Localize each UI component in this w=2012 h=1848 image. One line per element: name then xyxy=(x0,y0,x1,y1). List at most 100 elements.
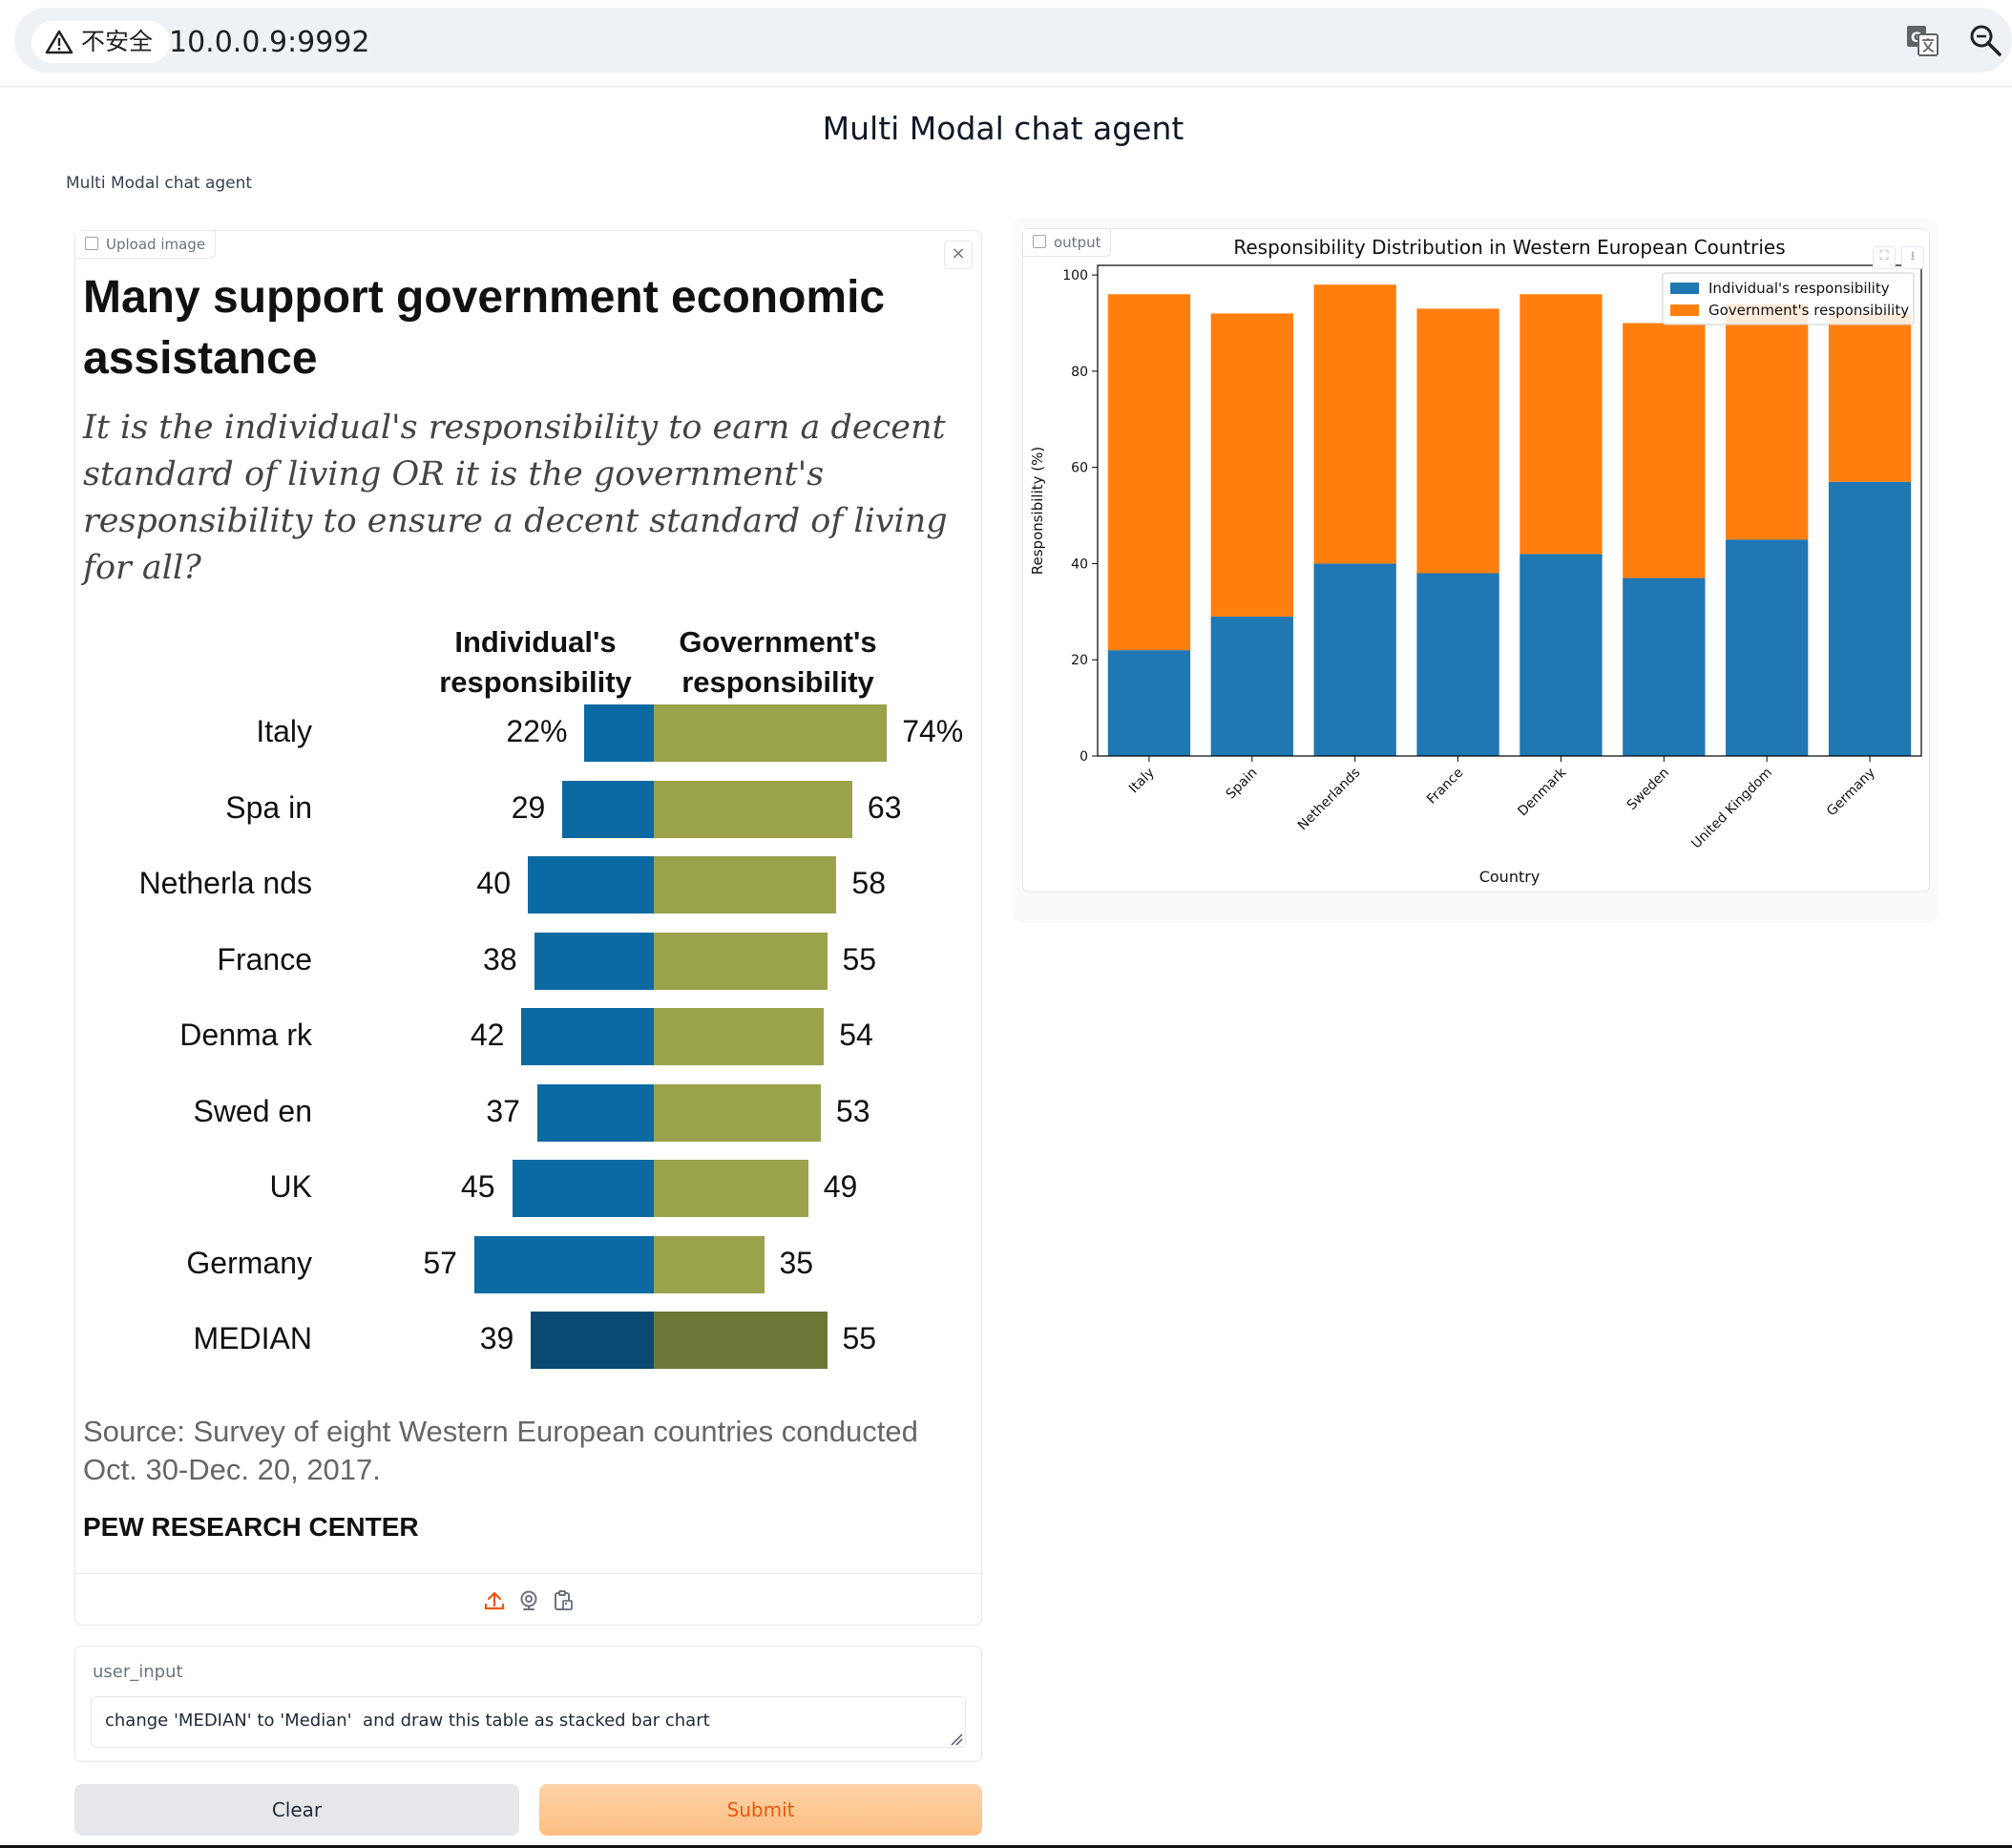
image-government-bar xyxy=(654,932,828,990)
svg-text:G: G xyxy=(1911,31,1922,46)
bar-government xyxy=(1416,308,1499,574)
image-question: It is the individual's responsibility to… xyxy=(83,409,948,587)
bottom-border xyxy=(0,1845,2012,1848)
security-indicator[interactable]: 不安全 xyxy=(31,21,171,63)
image-government-value: 55 xyxy=(842,941,877,976)
x-tick-label: Sweden xyxy=(1624,766,1672,813)
bar-individual xyxy=(1726,539,1809,756)
bar-individual xyxy=(1107,650,1191,756)
image-individual-value: 22% xyxy=(506,714,568,748)
x-axis-label: Country xyxy=(1479,868,1540,886)
output-card: Responsibility Distribution in Western E… xyxy=(1022,228,1930,892)
image-upload-block: Many support government economic assista… xyxy=(74,230,982,1626)
translate-icon[interactable]: G xyxy=(1905,23,1939,57)
webcam-icon[interactable] xyxy=(517,1589,540,1612)
legend-label: Government's responsibility xyxy=(1708,302,1909,319)
zoom-icon[interactable] xyxy=(1968,23,2002,57)
output-label: output xyxy=(1023,229,1112,257)
output-block: Responsibility Distribution in Western E… xyxy=(1013,219,1938,923)
y-tick-label: 40 xyxy=(1071,556,1088,572)
image-individual-value: 57 xyxy=(423,1245,457,1280)
image-individual-bar xyxy=(584,704,654,762)
legend-swatch xyxy=(1670,304,1699,316)
x-tick-label: United Kingdom xyxy=(1688,766,1775,852)
legend-swatch xyxy=(1670,283,1699,294)
close-icon[interactable]: × xyxy=(944,241,973,269)
image-country-label: Germany xyxy=(186,1245,312,1280)
fullscreen-icon[interactable]: ⛶ xyxy=(1873,246,1896,269)
image-individual-bar xyxy=(528,856,654,914)
image-icon xyxy=(1033,235,1046,248)
bar-individual xyxy=(1519,554,1603,756)
y-tick-label: 0 xyxy=(1079,749,1088,765)
image-country-label: Swed en xyxy=(193,1093,312,1128)
uploaded-image: Many support government economic assista… xyxy=(77,260,979,1558)
image-title: Many support government economic assista… xyxy=(83,272,886,384)
image-country-label: Italy xyxy=(256,714,312,748)
y-axis-label: Responsibility (%) xyxy=(1029,447,1046,576)
x-tick-label: Netherlands xyxy=(1295,766,1364,834)
browser-toolbar: 不安全 10.0.0.9:9992 G xyxy=(0,0,2012,87)
y-tick-label: 80 xyxy=(1071,365,1088,380)
image-individual-value: 38 xyxy=(483,941,517,976)
bar-individual xyxy=(1623,578,1706,756)
image-source: Source: Survey of eight Western European… xyxy=(83,1415,918,1486)
bar-government xyxy=(1107,294,1191,651)
column-header-individual: Individual's responsibility xyxy=(439,625,632,699)
image-individual-bar xyxy=(531,1312,654,1369)
user-input-field[interactable] xyxy=(91,1696,966,1748)
bar-government xyxy=(1726,304,1809,540)
x-tick-label: Spain xyxy=(1224,766,1261,803)
image-individual-value: 45 xyxy=(460,1169,495,1204)
bar-government xyxy=(1210,313,1293,617)
clipboard-icon[interactable] xyxy=(552,1589,575,1612)
image-individual-value: 39 xyxy=(479,1321,514,1355)
image-individual-bar xyxy=(521,1008,654,1065)
image-individual-bar xyxy=(473,1235,654,1293)
image-country-label: Netherla nds xyxy=(138,866,312,900)
image-government-value: 74% xyxy=(902,714,964,748)
image-government-bar xyxy=(654,856,837,914)
x-tick-label: Denmark xyxy=(1515,765,1569,819)
upload-icon[interactable] xyxy=(483,1589,506,1612)
image-government-bar xyxy=(654,1235,765,1293)
image-government-value: 55 xyxy=(842,1321,877,1355)
image-upload-card[interactable]: Many support government economic assista… xyxy=(74,230,982,1626)
bar-government xyxy=(1828,313,1912,482)
column-header-government: Government's responsibility xyxy=(679,625,877,699)
image-country-label: Denma rk xyxy=(179,1018,312,1052)
x-tick-label: Italy xyxy=(1126,766,1158,797)
submit-button[interactable]: Submit xyxy=(539,1784,982,1836)
y-tick-label: 20 xyxy=(1071,653,1088,668)
image-government-bar xyxy=(654,1008,825,1065)
image-individual-bar xyxy=(512,1160,654,1217)
chart-title: Responsibility Distribution in Western E… xyxy=(1233,236,1785,259)
clear-button[interactable]: Clear xyxy=(74,1784,519,1836)
output-label-text: output xyxy=(1054,234,1101,251)
image-country-label: France xyxy=(217,941,312,976)
image-org: PEW RESEARCH CENTER xyxy=(83,1512,419,1542)
x-tick-label: France xyxy=(1424,766,1466,808)
image-country-label: MEDIAN xyxy=(193,1321,312,1355)
image-country-label: UK xyxy=(269,1169,312,1204)
bar-government xyxy=(1313,284,1396,564)
user-input-card: user_input xyxy=(74,1646,982,1762)
image-government-bar xyxy=(654,1312,828,1369)
stacked-bar-chart: Responsibility Distribution in Western E… xyxy=(1029,236,1922,886)
image-government-bar xyxy=(654,780,852,838)
image-individual-value: 29 xyxy=(511,789,546,825)
security-label: 不安全 xyxy=(81,28,154,55)
url-text[interactable]: 10.0.0.9:9992 xyxy=(169,26,370,59)
image-government-value: 53 xyxy=(835,1093,870,1128)
address-bar[interactable]: 不安全 10.0.0.9:9992 xyxy=(14,8,2012,73)
image-government-bar xyxy=(654,1083,821,1142)
download-icon[interactable]: ⭳ xyxy=(1901,246,1924,269)
image-individual-bar xyxy=(536,1083,654,1142)
image-government-value: 35 xyxy=(779,1245,814,1280)
image-individual-bar xyxy=(562,780,654,838)
resize-handle-icon[interactable] xyxy=(950,1732,963,1746)
image-government-value: 54 xyxy=(839,1018,873,1052)
y-tick-label: 60 xyxy=(1071,461,1088,476)
bar-government xyxy=(1623,323,1706,578)
image-icon xyxy=(85,237,98,250)
